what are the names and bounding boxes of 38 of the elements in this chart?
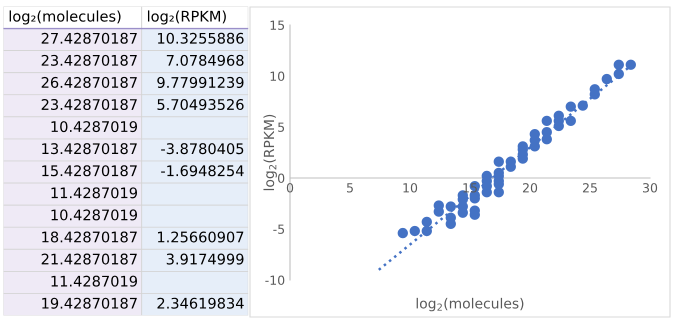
text: 21.42870187	[42, 254, 137, 265]
text: 1.25660907	[158, 231, 244, 243]
x-tick-label: 10	[403, 183, 418, 193]
y-tick-label: 15	[270, 20, 284, 30]
y-tick-label: 10	[270, 71, 284, 81]
text: 9.77991239	[157, 76, 244, 88]
text: -1.6948254	[161, 165, 244, 176]
x-tick-label: 0	[286, 183, 294, 193]
y-tick-label: -5	[273, 224, 284, 234]
text: 19.42870187	[42, 298, 137, 309]
text: 7.0784968	[166, 54, 244, 66]
y-axis-title: log$_{2}$(RPKM)	[263, 114, 277, 190]
y-tick-label: 5	[278, 122, 284, 132]
x-tick-label: 30	[643, 183, 658, 193]
y-tick-label: 0	[278, 173, 284, 183]
category-label: log₂(RPKM)	[148, 10, 226, 25]
y-tick-label: -10	[265, 275, 284, 285]
text: 3.9174999	[166, 254, 244, 265]
text: 23.42870187	[42, 99, 137, 110]
text: 26.42870187	[42, 76, 137, 88]
x-axis-title: log$_{2}$(molecules)	[416, 298, 524, 312]
text: 27.42870187	[42, 32, 137, 44]
text: 10.4287019	[52, 121, 138, 132]
text: 10.3255886	[158, 32, 244, 44]
text: -3.8780405	[161, 143, 244, 154]
text: 11.4287019	[52, 276, 138, 287]
text: 13.42870187	[42, 143, 137, 154]
x-tick-label: 25	[582, 183, 597, 193]
text: 18.42870187	[42, 231, 137, 243]
text: 5.70493526	[158, 99, 244, 110]
text: 10.4287019	[52, 209, 138, 220]
text: 23.42870187	[42, 54, 137, 66]
x-tick-label: 20	[522, 183, 538, 193]
x-tick-label: 5	[346, 183, 353, 193]
text: 11.4287019	[52, 187, 138, 198]
category-label: log₂(molecules)	[10, 10, 121, 25]
text: 2.34619834	[157, 298, 244, 309]
text: 15.42870187	[42, 165, 137, 176]
